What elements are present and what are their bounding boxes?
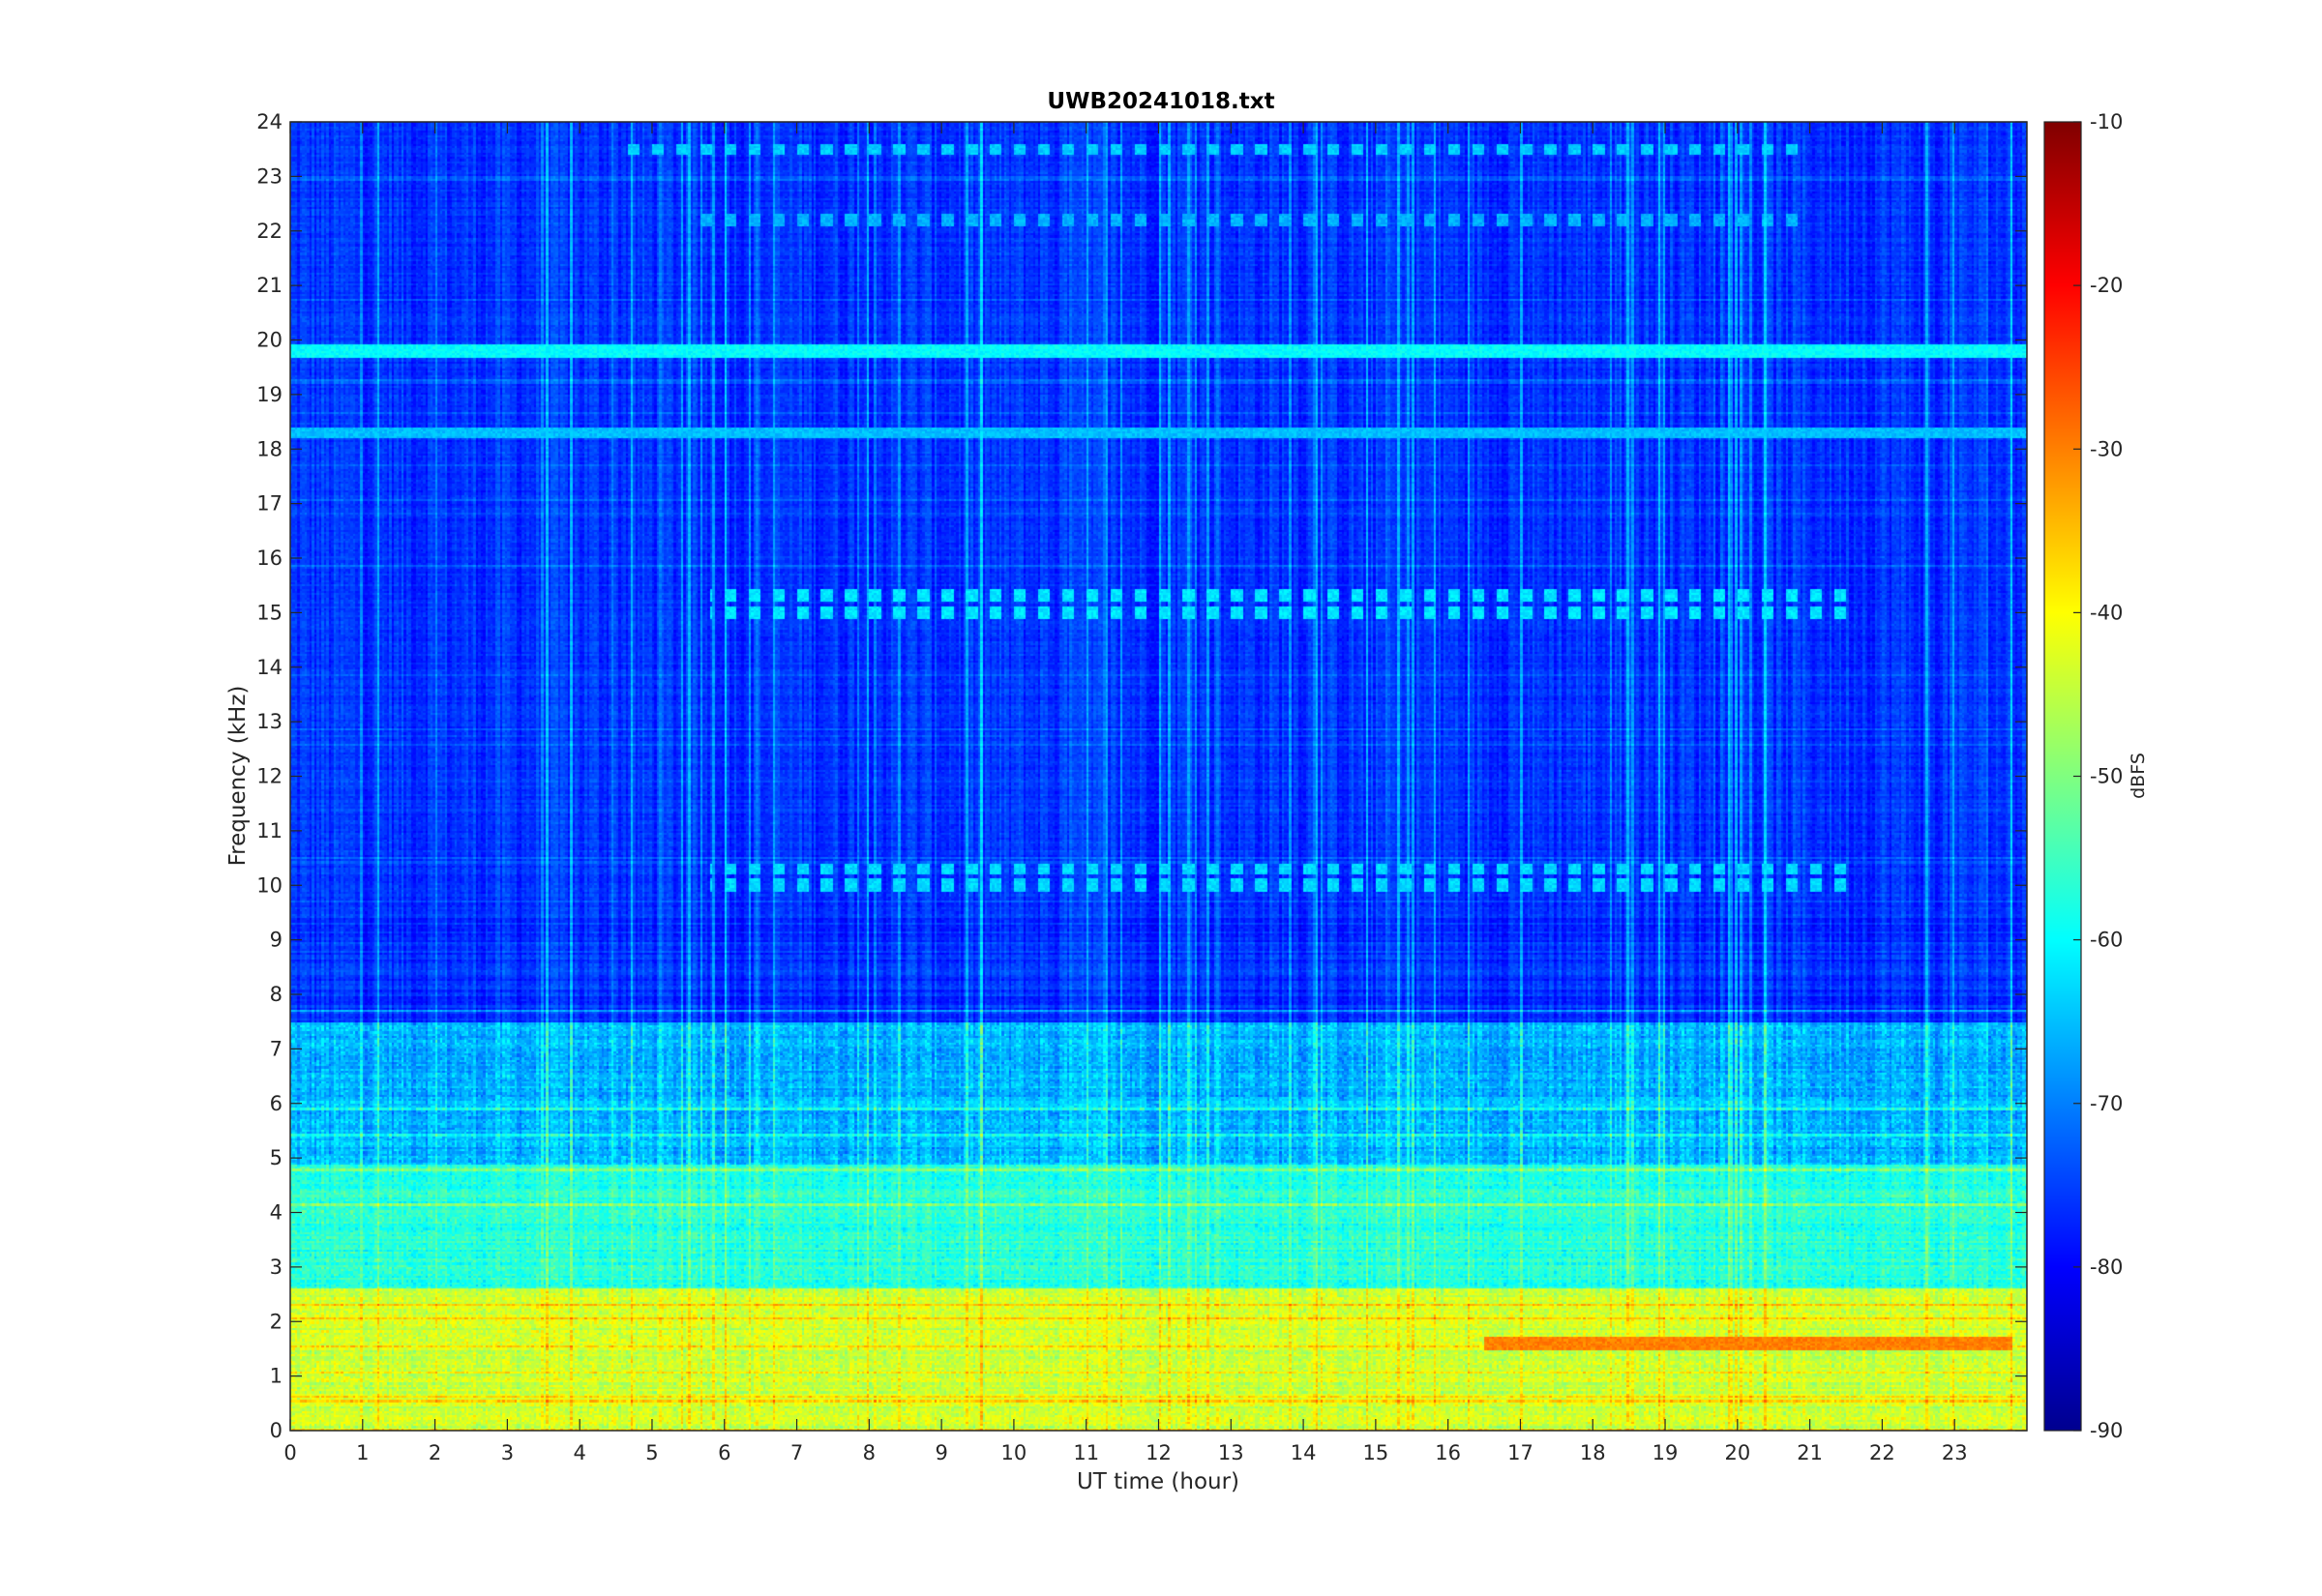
spectrogram-image (290, 122, 2027, 1431)
x-tick-label: 1 (356, 1441, 369, 1464)
y-tick-label: 19 (256, 383, 283, 406)
y-tick-label: 8 (270, 983, 283, 1006)
y-axis-label: Frequency (kHz) (225, 686, 251, 867)
colorbar: -90 -80 -70 -60 -50 -40 -30 -20 -10 dBFS (2043, 110, 2149, 1442)
y-tick-label: 0 (270, 1419, 283, 1442)
x-tick-label: 11 (1073, 1441, 1099, 1464)
colorbar-tick-label: -10 (2090, 110, 2123, 133)
x-tick-label: 17 (1507, 1441, 1533, 1464)
y-tick-label: 14 (256, 656, 283, 679)
x-axis-label: UT time (hour) (1077, 1469, 1239, 1494)
x-tick-label: 18 (1580, 1441, 1606, 1464)
x-tick-label: 16 (1435, 1441, 1461, 1464)
colorbar-tick-label: -50 (2090, 765, 2123, 788)
y-tick-label: 22 (256, 220, 283, 243)
colorbar-tick-label: -80 (2090, 1256, 2123, 1279)
x-tick-label: 9 (935, 1441, 947, 1464)
x-tick-label: 23 (1942, 1441, 1968, 1464)
colorbar-tick-label: -90 (2090, 1419, 2123, 1442)
x-tick-label: 8 (863, 1441, 876, 1464)
x-tick-label: 4 (573, 1441, 585, 1464)
y-tick-label: 5 (270, 1146, 283, 1169)
colorbar-tick-label: -30 (2090, 437, 2123, 460)
colorbar-tick-label: -40 (2090, 601, 2123, 624)
spectrogram-plot (289, 121, 2028, 1432)
x-tick-label: 0 (283, 1441, 296, 1464)
y-tick-label: 6 (270, 1092, 283, 1115)
y-tick-label: 20 (256, 329, 283, 352)
x-tick-label: 13 (1218, 1441, 1244, 1464)
x-tick-label: 15 (1363, 1441, 1389, 1464)
y-tick-label: 21 (256, 274, 283, 297)
colorbar-tick-label: -20 (2090, 274, 2123, 297)
y-tick-label: 7 (270, 1037, 283, 1060)
y-tick-label: 12 (256, 765, 283, 788)
x-tick-label: 20 (1724, 1441, 1750, 1464)
colorbar-tick-label: -60 (2090, 929, 2123, 952)
x-tick-label: 21 (1797, 1441, 1823, 1464)
colorbar-tick-label: -70 (2090, 1092, 2123, 1115)
y-tick-label: 10 (256, 873, 283, 897)
y-tick-label: 3 (270, 1256, 283, 1279)
colorbar-label: dBFS (2128, 753, 2149, 799)
x-tick-label: 12 (1146, 1441, 1172, 1464)
y-tick-label: 11 (256, 819, 283, 842)
y-tick-label: 16 (256, 547, 283, 570)
x-tick-label: 19 (1652, 1441, 1679, 1464)
chart-title: UWB20241018.txt (1047, 89, 1274, 114)
colorbar-ticks: -90 -80 -70 -60 -50 -40 -30 -20 -10 (2073, 110, 2123, 1442)
x-tick-label: 22 (1869, 1441, 1895, 1464)
x-axis-ticks: 0 1 2 3 4 5 6 7 8 9 10 11 12 13 14 15 16 17 18 19 20 21 22 23 (283, 122, 1968, 1464)
y-tick-label: 17 (256, 492, 283, 516)
y-tick-label: 13 (256, 710, 283, 733)
x-tick-label: 3 (501, 1441, 514, 1464)
x-tick-label: 7 (790, 1441, 803, 1464)
y-tick-label: 24 (256, 110, 283, 133)
x-tick-label: 5 (645, 1441, 658, 1464)
y-tick-label: 18 (256, 437, 283, 460)
y-tick-label: 1 (270, 1365, 283, 1388)
y-tick-label: 15 (256, 601, 283, 624)
y-tick-label: 2 (270, 1310, 283, 1333)
x-tick-label: 6 (718, 1441, 730, 1464)
y-tick-label: 23 (256, 164, 283, 188)
y-tick-label: 4 (270, 1201, 283, 1225)
x-tick-label: 10 (1001, 1441, 1027, 1464)
x-tick-label: 14 (1291, 1441, 1317, 1464)
y-tick-label: 9 (270, 929, 283, 952)
x-tick-label: 2 (429, 1441, 441, 1464)
